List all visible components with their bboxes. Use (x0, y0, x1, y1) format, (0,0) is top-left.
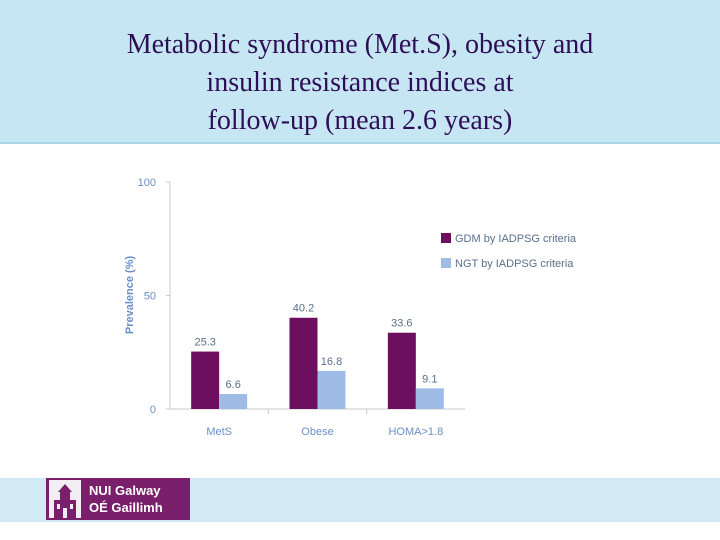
data-label: 6.6 (226, 379, 241, 391)
legend-label: GDM by IADPSG criteria (455, 233, 577, 245)
data-label: 16.8 (321, 356, 342, 368)
data-label: 33.6 (391, 318, 412, 330)
title-line-2: insulin resistance indices at (206, 67, 514, 98)
legend-swatch (441, 233, 451, 243)
nui-galway-logo: NUI Galway OÉ Gaillimh (46, 478, 190, 520)
x-tick-label: Obese (301, 426, 333, 438)
x-tick-label: HOMA>1.8 (388, 426, 443, 438)
y-tick-label: 0 (150, 404, 156, 416)
plot-area: 0 50 100 25.3 6.6 MetS 40.2 16.8 Obese 33.6 9.1 HOM… (138, 177, 577, 438)
title-line-3: follow-up (mean 2.6 years) (207, 105, 513, 136)
bar-ngt (317, 370, 346, 409)
data-label: 40.2 (293, 303, 314, 315)
y-axis-label: Prevalence (%) (124, 256, 136, 335)
logo-line-1: NUI Galway (89, 483, 161, 498)
y-tick-label: 100 (138, 177, 156, 189)
logo-line-2: OÉ Gaillimh (89, 500, 163, 515)
bar-gdm (191, 351, 220, 409)
data-label: 9.1 (422, 373, 437, 385)
bar-ngt (219, 394, 248, 409)
university-tower-icon (49, 480, 81, 518)
title-line-1: Metabolic syndrome (Met.S), obesity and (126, 29, 594, 60)
logo-text: NUI Galway OÉ Gaillimh (89, 482, 163, 516)
legend-label: NGT by IADPSG criteria (455, 258, 574, 270)
y-tick-label: 50 (144, 291, 156, 303)
data-label: 25.3 (194, 337, 215, 349)
prevalence-bar-chart: 0 50 100 25.3 6.6 MetS 40.2 16.8 Obese 33.6 9.1 HOM… (124, 177, 577, 438)
bar-gdm (289, 317, 318, 409)
x-tick-label: MetS (206, 426, 232, 438)
bar-gdm (387, 332, 416, 409)
title-banner: Metabolic syndrome (Met.S), obesity and … (0, 0, 720, 144)
slide-title: Metabolic syndrome (Met.S), obesity and … (20, 26, 700, 140)
bar-ngt (415, 388, 444, 409)
legend-swatch (441, 258, 451, 268)
